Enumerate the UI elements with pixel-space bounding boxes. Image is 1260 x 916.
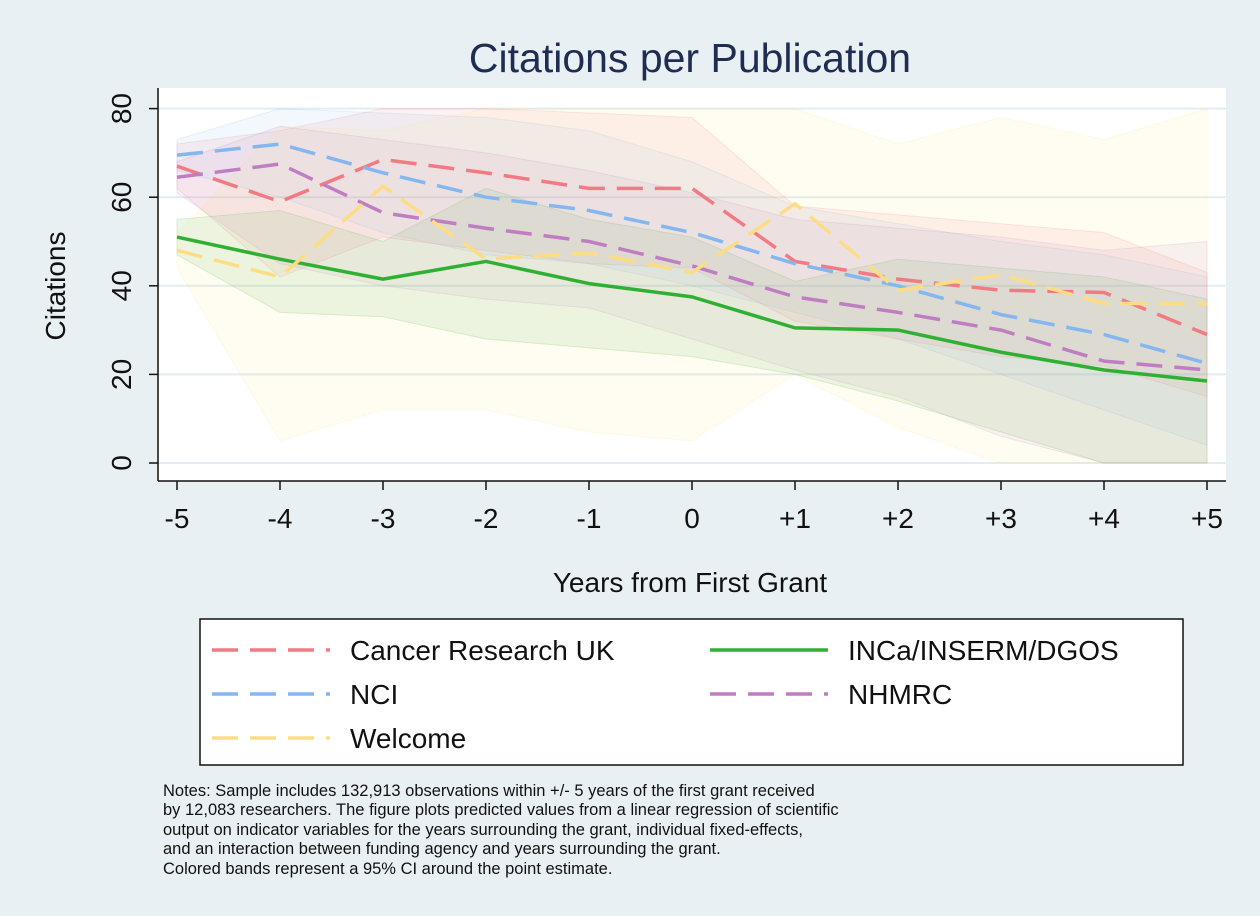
series-line — [176, 184, 1207, 306]
legend-label: NHMRC — [848, 679, 952, 710]
x-tick-label: +3 — [985, 503, 1017, 534]
legend: Cancer Research UK INCa/INSERM/DGOS NCI NHM… — [212, 635, 1119, 754]
series-line — [176, 162, 1208, 372]
x-tick-label: +2 — [882, 503, 914, 534]
x-tick-label: +4 — [1088, 503, 1120, 534]
legend-label: NCI — [350, 679, 398, 710]
x-tick-label: -1 — [577, 503, 602, 534]
x-axis-title: Years from First Grant — [553, 567, 828, 598]
ci-band — [176, 187, 1208, 464]
legend-box — [199, 618, 1184, 766]
notes-line: Notes: Sample includes 132,913 observati… — [163, 782, 815, 800]
series-line — [176, 157, 1208, 337]
ci-band — [176, 108, 1208, 446]
figure-notes: Notes: Sample includes 132,913 observati… — [163, 782, 1063, 879]
x-tick-label: -4 — [268, 503, 293, 534]
ci-band — [176, 107, 1208, 464]
x-tick-label: 0 — [684, 503, 700, 534]
x-tick-label: -3 — [371, 503, 396, 534]
y-tick-label: 20 — [106, 359, 137, 390]
ci-band — [176, 125, 1208, 464]
grid-lines — [158, 107, 1226, 464]
y-tick-label: 80 — [106, 93, 137, 124]
x-tick-label: +5 — [1191, 503, 1223, 534]
plot-area — [158, 88, 1226, 481]
x-tick-label: -5 — [165, 503, 190, 534]
y-tick-label: 0 — [106, 455, 137, 471]
ci-band — [176, 108, 1208, 398]
y-axis-title: Citations — [40, 232, 71, 341]
series-lines — [176, 142, 1208, 383]
x-tick-label: -2 — [474, 503, 499, 534]
axes: 0 20 40 60 80 -5 -4 -3 -2 -1 0 +1 +2 +3 +4 +5 — [106, 88, 1226, 534]
chart-title: Citations per Publication — [469, 35, 911, 81]
legend-label: Welcome — [350, 723, 466, 754]
legend-label: INCa/INSERM/DGOS — [848, 635, 1119, 666]
y-tick-label: 60 — [106, 182, 137, 213]
series-line — [176, 235, 1208, 383]
notes-line: and an interaction between funding agenc… — [163, 840, 721, 859]
series-line — [176, 142, 1208, 366]
notes-line: Colored bands represent a 95% CI around … — [163, 859, 613, 878]
ci-bands — [176, 107, 1208, 464]
legend-label: Cancer Research UK — [350, 635, 615, 666]
x-tick-label: +1 — [779, 503, 811, 534]
notes-line: by 12,083 researchers. The figure plots … — [163, 801, 839, 820]
notes-line: output on indicator variables for the ye… — [163, 820, 803, 839]
y-tick-label: 40 — [106, 270, 137, 301]
